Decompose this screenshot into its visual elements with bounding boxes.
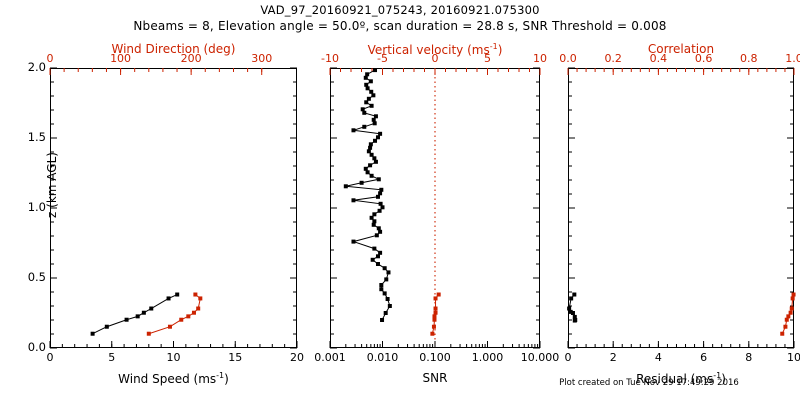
x-tick-label: 0 (564, 351, 572, 364)
x-tick-label: 8 (745, 351, 753, 364)
x-tick-label-top: 0.4 (649, 52, 668, 65)
panel-wind-top-axis-title: Wind Direction (deg) (111, 42, 236, 56)
plot-created-note: Plot created on Tue Nov 29 17:49:29 2016 (559, 378, 739, 388)
panel-residual (567, 67, 796, 349)
x-tick-label-top: 0.8 (740, 52, 758, 65)
y-tick-label: 1.0 (27, 200, 46, 214)
x-tick-label-top: -10 (321, 52, 339, 65)
x-tick-label-top: 10 (533, 52, 547, 65)
panel-wind-plot (49, 67, 298, 349)
x-tick-label-top: 200 (180, 52, 202, 65)
x-tick-label-top: 5 (484, 52, 491, 65)
x-tick-label: 10 (166, 351, 181, 364)
y-tick-label: 0.5 (27, 270, 46, 284)
x-tick-label-top: -5 (377, 52, 388, 65)
y-tick-label: 0.0 (27, 340, 46, 354)
x-tick-label: 5 (108, 351, 116, 364)
y-tick-label: 2.0 (27, 60, 46, 74)
x-tick-label: 10.000 (520, 351, 560, 364)
panel-snr-plot (329, 67, 541, 349)
page-subtitle: Nbeams = 8, Elevation angle = 50.0º, sca… (133, 19, 667, 33)
x-tick-label: 0.010 (366, 351, 399, 364)
x-tick-label: 2 (609, 351, 617, 364)
x-tick-label: 20 (290, 351, 304, 364)
panel-wind-bottom-axis-title: Wind Speed (ms-1) (118, 371, 229, 386)
panel-residual-plot (567, 67, 796, 349)
y-tick-label: 1.5 (27, 130, 46, 144)
x-tick-label: 4 (654, 351, 662, 364)
panel-snr-bottom-axis-title: SNR (422, 371, 448, 385)
x-tick-label-top: 100 (110, 52, 132, 65)
panel-snr (329, 67, 541, 349)
panel-snr-top-axis-title: Vertical velocity (ms-1) (367, 42, 503, 57)
x-tick-label: 15 (228, 351, 243, 364)
x-tick-label-top: 0.2 (604, 52, 622, 65)
x-tick-label-top: 300 (251, 52, 273, 65)
x-tick-label: 0 (46, 351, 54, 364)
x-tick-label-top: 0 (46, 52, 54, 65)
x-tick-label: 0.001 (314, 351, 346, 364)
x-tick-label-top: 0.0 (559, 52, 577, 65)
x-tick-label: 0.100 (419, 351, 451, 364)
x-tick-label-top: 0.6 (694, 52, 713, 65)
page-title: VAD_97_20160921_075243, 20160921.075300 (260, 3, 540, 17)
x-tick-label: 10 (787, 351, 800, 364)
panel-residual-top-axis-title: Correlation (647, 42, 715, 56)
x-tick-label-top: 1.0 (785, 52, 800, 65)
panel-wind (49, 67, 298, 349)
panel-residual-bottom-axis-title: Residual (ms-1) (636, 371, 726, 386)
x-tick-label-top: 0 (431, 52, 439, 65)
x-tick-label: 1.000 (471, 351, 504, 364)
x-tick-label: 6 (700, 351, 708, 364)
